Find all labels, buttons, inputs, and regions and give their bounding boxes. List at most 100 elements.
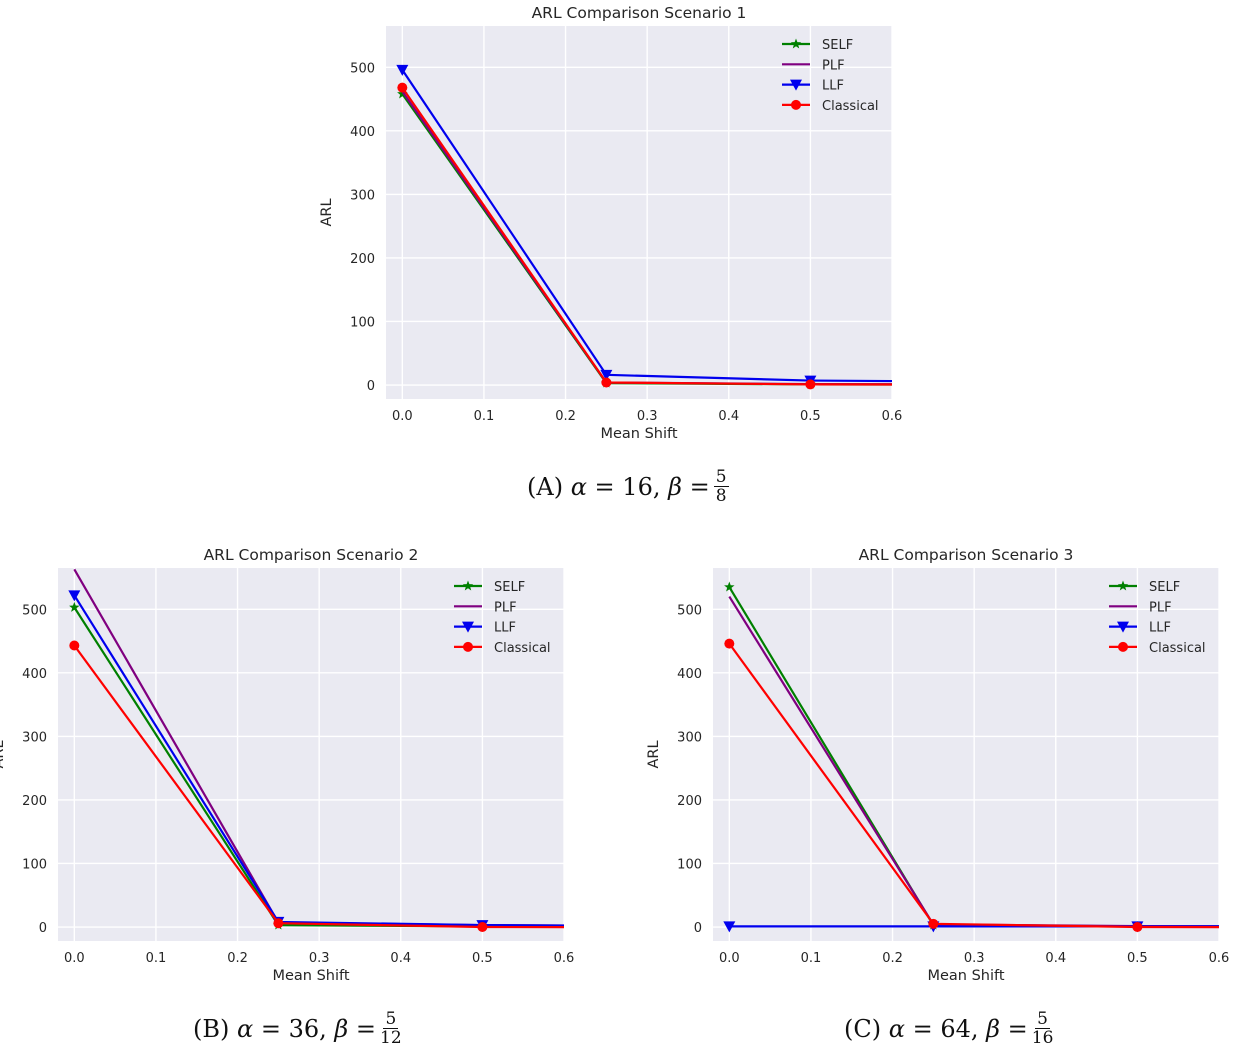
y-tick-label: 200 (677, 794, 702, 809)
data-point-classical (1132, 922, 1143, 933)
x-axis-label: Mean Shift (272, 968, 349, 984)
series-line-classical (73, 644, 564, 929)
x-tick-label: 0.3 (309, 951, 330, 966)
caption-alpha: 64 (940, 1014, 971, 1043)
x-tick-label: 0.2 (555, 409, 576, 424)
x-tick-label: 0.2 (227, 951, 248, 966)
x-tick-label: 0.4 (1045, 951, 1066, 966)
legend-label: SELF (822, 38, 853, 53)
caption-label: (A) (527, 472, 564, 501)
y-tick-label: 200 (22, 794, 47, 809)
x-tick-label: 0.4 (718, 409, 739, 424)
series-layer (68, 568, 564, 933)
x-tick-label: 0.6 (554, 951, 575, 966)
data-point-llf (600, 369, 613, 381)
y-tick-label: 300 (350, 188, 375, 203)
legend-marker (790, 79, 802, 91)
y-axis-label: ARL (647, 740, 662, 768)
x-tick-label: 0.6 (882, 409, 903, 424)
x-tick-label: 0.6 (1209, 951, 1230, 966)
x-tick-label: 0.1 (801, 951, 822, 966)
plot-area (386, 26, 892, 399)
y-tick-label: 100 (22, 857, 47, 872)
chart-scenario-1: 0.0 0.1 0.2 0.3 0.4 0.5 0.6 0 100 200 300 400 500 ARL… (320, 4, 903, 442)
data-point-classical (273, 918, 284, 929)
plot-area (58, 568, 564, 941)
series-layer (396, 64, 892, 390)
legend-label: LLF (1149, 621, 1171, 636)
x-tick-label: 0.0 (64, 951, 85, 966)
y-tick-label: 200 (350, 252, 375, 267)
y-tick-label: 500 (677, 603, 702, 618)
caption-label: (B) (193, 1014, 230, 1043)
data-point-classical (397, 82, 408, 93)
x-tick-label: 0.5 (472, 951, 493, 966)
y-axis-label: ARL (0, 740, 7, 768)
legend-marker (463, 641, 473, 652)
chart-title: ARL Comparison Scenario 2 (204, 546, 419, 564)
x-tick-label: 0.3 (964, 951, 985, 966)
x-axis-label: Mean Shift (927, 968, 1004, 984)
y-tick-label: 300 (677, 730, 702, 745)
x-axis-label: Mean Shift (600, 426, 677, 442)
y-tick-label: 500 (350, 61, 375, 76)
data-point-classical (724, 638, 735, 649)
legend: SELF PLF LLF Classical (454, 580, 551, 656)
legend-marker (790, 38, 802, 49)
y-tick-label: 300 (22, 730, 47, 745)
series-line-llf (73, 594, 564, 927)
y-tick-label: 400 (677, 667, 702, 682)
legend-marker (462, 580, 474, 591)
data-point-self (724, 581, 735, 592)
caption-label: (C) (844, 1014, 882, 1043)
legend: SELF PLF LLF Classical (782, 38, 879, 114)
legend-label: PLF (822, 58, 845, 73)
chart-scenario-3: 0.0 0.1 0.2 0.3 0.4 0.5 0.6 0 100 200 300 400 500 ARL… (647, 546, 1230, 984)
legend-label: Classical (494, 641, 551, 656)
y-tick-label: 0 (39, 921, 47, 936)
caption-beta-fraction: 5 8 (713, 467, 729, 506)
chart-title: ARL Comparison Scenario 1 (532, 4, 747, 22)
legend: SELF PLF LLF Classical (1109, 580, 1206, 656)
y-axis-label: ARL (320, 198, 335, 226)
x-tick-label: 0.3 (637, 409, 658, 424)
caption-beta-fraction: 5 16 (1031, 1009, 1054, 1048)
legend-marker (1118, 641, 1128, 652)
caption-a: (A) α = 16, β = 5 8 (527, 467, 729, 506)
y-tick-label: 500 (22, 603, 47, 618)
data-point-classical (805, 379, 816, 390)
caption-b: (B) α = 36, β = 5 12 (193, 1009, 402, 1048)
legend-label: LLF (494, 621, 516, 636)
data-point-classical (477, 922, 488, 933)
x-tick-label: 0.1 (146, 951, 167, 966)
series-line-classical (401, 87, 892, 386)
data-point-classical (69, 640, 80, 651)
y-tick-label: 400 (22, 667, 47, 682)
caption-beta-fraction: 5 12 (380, 1009, 402, 1048)
legend-label: LLF (822, 79, 844, 94)
caption-c: (C) α = 64, β = 5 16 (844, 1009, 1054, 1048)
data-point-self (397, 88, 408, 99)
series-line-llf (401, 69, 892, 383)
legend-marker (791, 99, 801, 110)
x-tick-label: 0.2 (882, 951, 903, 966)
legend-label: SELF (494, 580, 525, 595)
data-point-llf (68, 590, 81, 602)
legend-label: Classical (822, 99, 879, 114)
chart-scenario-2: 0.0 0.1 0.2 0.3 0.4 0.5 0.6 0 100 200 300 400 500 ARL… (0, 546, 575, 984)
x-tick-label: 0.0 (392, 409, 413, 424)
caption-alpha: 36 (288, 1014, 320, 1043)
legend-marker (1117, 621, 1129, 633)
series-layer (723, 581, 1219, 933)
y-tick-label: 100 (350, 315, 375, 330)
x-tick-label: 0.4 (390, 951, 411, 966)
plot-area (713, 568, 1219, 941)
legend-marker (1117, 580, 1129, 591)
x-tick-label: 0.1 (474, 409, 495, 424)
data-point-classical (601, 377, 612, 388)
caption-alpha: 16 (622, 472, 653, 501)
chart-title: ARL Comparison Scenario 3 (859, 546, 1074, 564)
y-tick-label: 0 (367, 379, 375, 394)
data-point-llf (396, 64, 409, 76)
data-point-self (69, 601, 80, 612)
